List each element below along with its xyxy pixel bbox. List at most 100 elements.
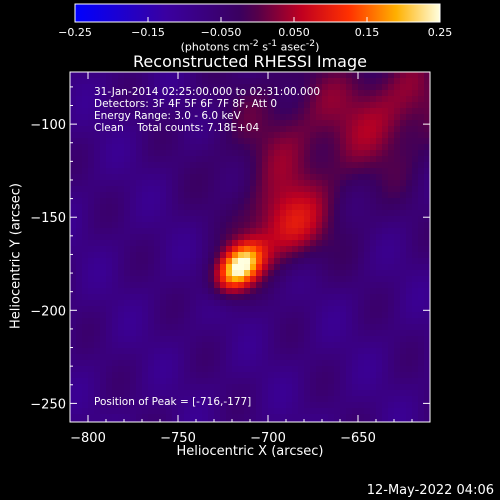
heatmap-cell — [160, 240, 167, 247]
heatmap-cell — [148, 180, 155, 187]
heatmap-cell — [70, 216, 77, 223]
heatmap-cell — [316, 276, 323, 283]
heatmap-cell — [100, 294, 107, 301]
heatmap-cell — [136, 246, 143, 253]
heatmap-cell — [310, 264, 317, 271]
heatmap-cell — [322, 372, 329, 379]
heatmap-cell — [328, 318, 335, 325]
heatmap-cell — [178, 288, 185, 295]
heatmap-cell — [334, 408, 341, 415]
heatmap-cell — [238, 306, 245, 313]
heatmap-cell — [400, 138, 407, 145]
heatmap-cell — [214, 126, 221, 133]
heatmap-cell — [316, 312, 323, 319]
heatmap-cell — [316, 240, 323, 247]
heatmap-cell — [304, 150, 311, 157]
heatmap-cell — [352, 120, 359, 127]
heatmap-cell — [238, 324, 245, 331]
heatmap-cell — [256, 198, 263, 205]
heatmap-cell — [112, 78, 119, 85]
heatmap-cell — [202, 102, 209, 109]
heatmap-cell — [358, 72, 365, 79]
heatmap-cell — [364, 162, 371, 169]
heatmap-cell — [130, 198, 137, 205]
heatmap-cell — [394, 114, 401, 121]
heatmap-cell — [376, 354, 383, 361]
heatmap-cell — [262, 258, 269, 265]
heatmap-cell — [238, 228, 245, 235]
heatmap-cell — [208, 324, 215, 331]
heatmap-cell — [268, 234, 275, 241]
heatmap-cell — [418, 402, 425, 409]
heatmap-cell — [160, 384, 167, 391]
heatmap-cell — [172, 126, 179, 133]
heatmap-cell — [70, 414, 77, 421]
heatmap-cell — [322, 354, 329, 361]
heatmap-cell — [418, 198, 425, 205]
heatmap-cell — [112, 390, 119, 397]
heatmap-cell — [268, 348, 275, 355]
heatmap-cell — [148, 360, 155, 367]
heatmap-cell — [322, 78, 329, 85]
heatmap-cell — [100, 312, 107, 319]
heatmap-cell — [82, 246, 89, 253]
heatmap-cell — [94, 228, 101, 235]
heatmap-cell — [370, 138, 377, 145]
heatmap-cell — [292, 186, 299, 193]
heatmap-cell — [412, 174, 419, 181]
heatmap-cell — [106, 156, 113, 163]
heatmap-cell — [316, 84, 323, 91]
heatmap-cell — [202, 174, 209, 181]
heatmap-cell — [184, 300, 191, 307]
heatmap-cell — [196, 408, 203, 415]
heatmap-cell — [226, 138, 233, 145]
heatmap-cell — [328, 144, 335, 151]
heatmap-cell — [382, 360, 389, 367]
heatmap-cell — [418, 288, 425, 295]
heatmap-cell — [286, 384, 293, 391]
heatmap-cell — [274, 174, 281, 181]
heatmap-cell — [178, 264, 185, 271]
heatmap-cell — [358, 84, 365, 91]
heatmap-cell — [136, 408, 143, 415]
heatmap-cell — [316, 114, 323, 121]
heatmap-cell — [106, 210, 113, 217]
heatmap-cell — [190, 84, 197, 91]
heatmap-cell — [166, 324, 173, 331]
heatmap-cell — [76, 360, 83, 367]
heatmap-cell — [82, 390, 89, 397]
heatmap-cell — [160, 300, 167, 307]
heatmap-cell — [82, 78, 89, 85]
heatmap-cell — [154, 168, 161, 175]
heatmap-cell — [370, 132, 377, 139]
heatmap-cell — [118, 258, 125, 265]
heatmap-cell — [298, 360, 305, 367]
heatmap-cell — [400, 240, 407, 247]
heatmap-cell — [82, 282, 89, 289]
heatmap-cell — [232, 216, 239, 223]
heatmap-cell — [382, 78, 389, 85]
heatmap-cell — [340, 162, 347, 169]
heatmap-cell — [286, 372, 293, 379]
heatmap-cell — [118, 276, 125, 283]
heatmap-cell — [94, 420, 101, 422]
heatmap-cell — [208, 150, 215, 157]
heatmap-cell — [370, 306, 377, 313]
heatmap-cell — [142, 246, 149, 253]
heatmap-cell — [160, 144, 167, 151]
heatmap-cell — [298, 342, 305, 349]
heatmap-cell — [394, 204, 401, 211]
heatmap-cell — [358, 372, 365, 379]
heatmap-cell — [262, 138, 269, 145]
heatmap-cell — [226, 198, 233, 205]
heatmap-cell — [208, 216, 215, 223]
heatmap-cell — [184, 126, 191, 133]
heatmap-cell — [316, 78, 323, 85]
heatmap-cell — [286, 138, 293, 145]
heatmap-cell — [388, 216, 395, 223]
heatmap-cell — [376, 252, 383, 259]
heatmap-cell — [94, 120, 101, 127]
heatmap-cell — [214, 96, 221, 103]
heatmap-cell — [88, 120, 95, 127]
heatmap-cell — [394, 174, 401, 181]
